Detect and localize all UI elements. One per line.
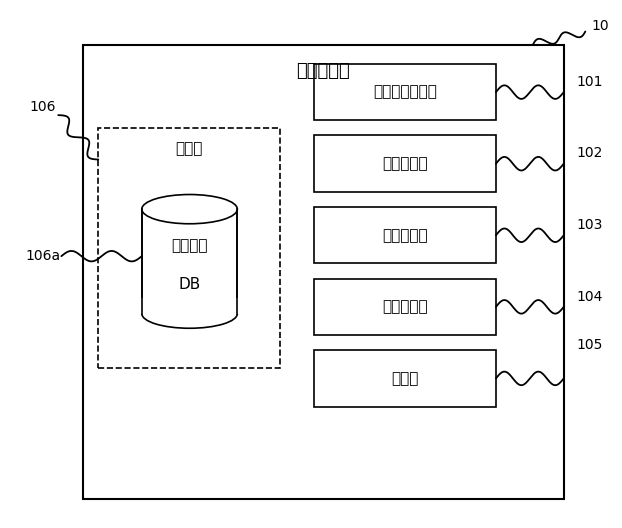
Text: 行列判定部: 行列判定部 bbox=[382, 299, 428, 314]
Text: 検知情報取得部: 検知情報取得部 bbox=[373, 84, 437, 100]
Text: 画像取得部: 画像取得部 bbox=[382, 156, 428, 171]
Text: 101: 101 bbox=[576, 75, 603, 89]
Bar bbox=[314, 350, 496, 407]
Text: 106a: 106a bbox=[26, 249, 60, 263]
Bar bbox=[83, 44, 564, 499]
Text: 102: 102 bbox=[576, 146, 603, 161]
Bar bbox=[314, 279, 496, 335]
Text: 記憶部: 記憶部 bbox=[175, 142, 203, 157]
Ellipse shape bbox=[142, 299, 238, 328]
Text: 配信部: 配信部 bbox=[391, 371, 419, 386]
Bar bbox=[314, 64, 496, 120]
Text: 105: 105 bbox=[576, 337, 603, 352]
Bar bbox=[98, 128, 280, 369]
Text: 106: 106 bbox=[30, 100, 56, 114]
Text: 管理サーバ: 管理サーバ bbox=[297, 62, 350, 80]
Text: 104: 104 bbox=[576, 289, 603, 304]
Ellipse shape bbox=[142, 194, 238, 224]
Bar bbox=[139, 298, 241, 314]
Text: DB: DB bbox=[179, 277, 201, 293]
Bar bbox=[314, 136, 496, 192]
Text: 10: 10 bbox=[592, 20, 609, 33]
Text: 行列管理: 行列管理 bbox=[171, 238, 208, 253]
Bar bbox=[314, 207, 496, 263]
Text: 画像解析部: 画像解析部 bbox=[382, 228, 428, 243]
Text: 103: 103 bbox=[576, 218, 603, 232]
Bar bbox=[142, 209, 238, 314]
